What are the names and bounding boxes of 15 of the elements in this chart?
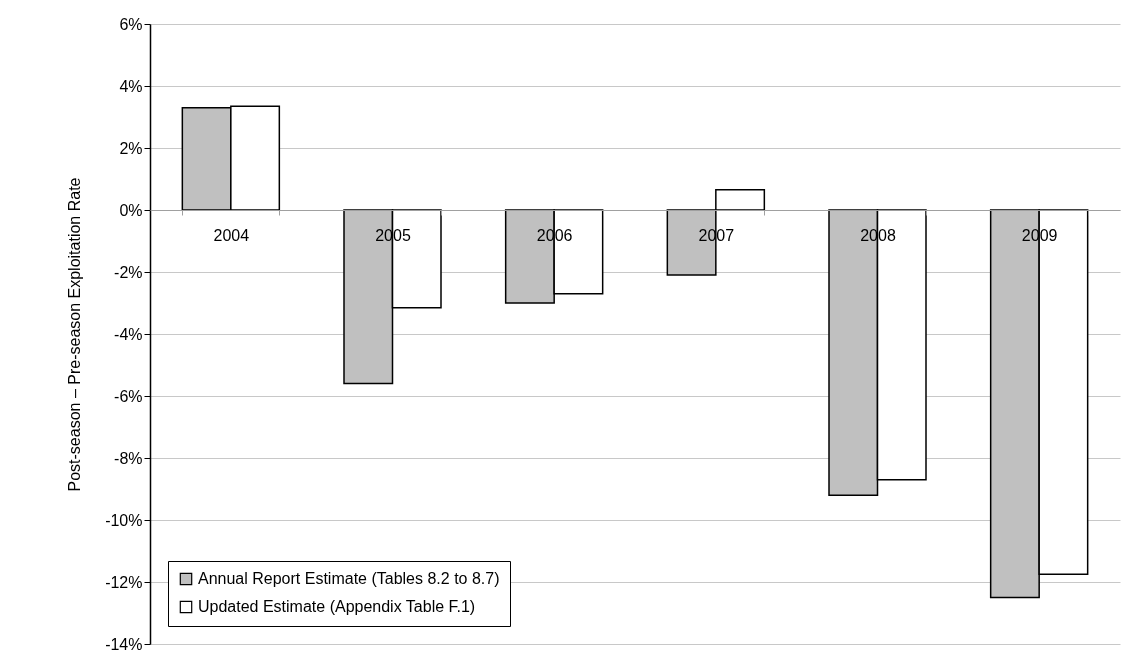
y-tick-label: -4% — [114, 325, 143, 343]
y-axis-title: Post-season – Pre-season Exploitation Rate — [66, 177, 84, 492]
y-tick-label: 4% — [119, 77, 143, 95]
y-tick-label: 0% — [119, 201, 143, 219]
y-tick-label: 6% — [119, 15, 143, 33]
y-tick-label: -8% — [114, 449, 143, 467]
y-tick-label: -12% — [105, 573, 143, 591]
legend-label: Annual Report Estimate (Tables 8.2 to 8.7) — [198, 570, 500, 587]
y-tick-label: -2% — [114, 263, 143, 281]
y-tick-label: -6% — [114, 387, 143, 405]
x-tick-label: 2004 — [213, 226, 250, 244]
legend-label: Updated Estimate (Appendix Table F.1) — [198, 598, 476, 615]
y-tick-label: -14% — [105, 635, 143, 653]
y-tick-label: -10% — [105, 511, 143, 529]
y-tick-label: 2% — [119, 139, 143, 157]
